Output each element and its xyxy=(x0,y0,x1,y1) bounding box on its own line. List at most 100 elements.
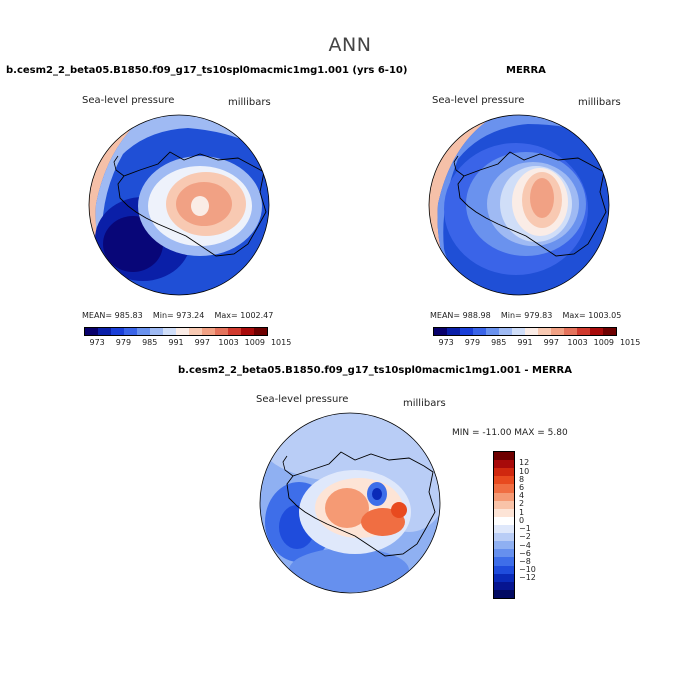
colorbar-swatch xyxy=(590,328,603,335)
panel-title-diff: b.cesm2_2_beta05.B1850.f09_g17_ts10spl0m… xyxy=(178,365,572,376)
panel-title-model: b.cesm2_2_beta05.B1850.f09_g17_ts10spl0m… xyxy=(6,65,408,76)
colorbar-tick-label: 6 xyxy=(519,483,525,492)
colorbar-swatch xyxy=(603,328,616,335)
colorbar-swatch xyxy=(538,328,551,335)
colorbar-swatch xyxy=(486,328,499,335)
colorbar-tick-label: −1 xyxy=(519,524,531,534)
colorbar-swatch xyxy=(434,328,447,335)
colorbar-tick-label: 1003 xyxy=(567,338,588,347)
colorbar-swatch xyxy=(494,589,514,598)
mean-value-obs: 988.98 xyxy=(462,311,491,320)
colorbar-swatch xyxy=(176,328,189,335)
min-label-model: Min= xyxy=(152,311,174,320)
colorbar-tick-label: −4 xyxy=(519,540,531,550)
colorbar-tick-label: 991 xyxy=(517,338,533,347)
colorbar-model xyxy=(84,327,268,336)
units-label-model: millibars xyxy=(228,97,271,108)
colorbar-swatch xyxy=(137,328,150,335)
colorbar-tick-label: −10 xyxy=(519,565,536,575)
colorbar-tick-label: 997 xyxy=(543,338,559,347)
colorbar-swatch xyxy=(577,328,590,335)
variable-label-obs: Sea-level pressure xyxy=(432,95,525,106)
colorbar-tick-label: 1009 xyxy=(244,338,266,347)
figure-title: ANN xyxy=(328,34,372,56)
colorbar-swatch xyxy=(525,328,538,335)
colorbar-swatch xyxy=(512,328,525,335)
colorbar-swatch xyxy=(499,328,512,335)
colorbar-tick-label: 991 xyxy=(168,338,184,347)
colorbar-tick-label: −12 xyxy=(519,573,536,583)
colorbar-swatch xyxy=(494,557,514,566)
colorbar-swatch xyxy=(494,565,514,574)
colorbar-swatch xyxy=(494,541,514,550)
stats-model: MEAN= 985.83 Min= 973.24 Max= 1002.47 xyxy=(82,311,273,320)
colorbar-tick-label: 985 xyxy=(142,338,158,347)
colorbar-swatch xyxy=(494,524,514,534)
polar-map-diff xyxy=(259,412,441,594)
panel-title-obs: MERRA xyxy=(506,65,546,76)
colorbar-swatch xyxy=(111,328,124,335)
variable-label-diff: Sea-level pressure xyxy=(256,394,349,405)
colorbar-swatch xyxy=(494,492,514,501)
colorbar-tick-label: 979 xyxy=(115,338,132,347)
max-label-model: Max= xyxy=(214,311,238,320)
stats-obs: MEAN= 988.98 Min= 979.83 Max= 1003.05 xyxy=(430,311,621,320)
stats-diff: MIN = -11.00 MAX = 5.80 xyxy=(452,428,568,438)
colorbar-swatch xyxy=(494,549,514,558)
colorbar-tick-label: 973 xyxy=(438,338,454,347)
min-value-model: 973.24 xyxy=(176,311,205,320)
colorbar-swatch xyxy=(494,573,514,582)
units-label-obs: millibars xyxy=(578,97,621,108)
colorbar-tick-label: 1 xyxy=(519,507,525,517)
min-label-obs: Min= xyxy=(500,311,522,320)
colorbar-swatch xyxy=(494,516,514,525)
colorbar-swatch xyxy=(551,328,564,335)
colorbar-swatch xyxy=(189,328,202,335)
colorbar-tick-label: 12 xyxy=(519,458,530,468)
colorbar-swatch xyxy=(460,328,473,335)
colorbar-swatch xyxy=(494,500,514,509)
colorbar-tick-label: 0 xyxy=(519,515,525,525)
max-value-obs: 1003.05 xyxy=(588,311,622,320)
colorbar-tick-label: 2 xyxy=(519,499,525,509)
colorbar-tick-label: 1003 xyxy=(218,338,239,347)
colorbar-swatch xyxy=(215,328,228,335)
colorbar-swatch xyxy=(494,476,514,485)
mean-label-model: MEAN= xyxy=(82,311,113,320)
mean-label-obs: MEAN= xyxy=(430,311,461,320)
colorbar-tick-label: 10 xyxy=(519,466,530,476)
colorbar-swatch xyxy=(494,460,514,469)
antarctica-coast xyxy=(117,151,267,257)
colorbar-swatch xyxy=(150,328,163,335)
colorbar-tick-label: 973 xyxy=(89,338,105,347)
colorbar-swatch xyxy=(228,328,241,335)
colorbar-tick-label: 985 xyxy=(491,338,507,347)
colorbar-swatch xyxy=(163,328,176,335)
colorbar-swatch xyxy=(494,508,514,517)
colorbar-swatch xyxy=(202,328,215,335)
colorbar-swatch xyxy=(564,328,577,335)
min-value-obs: 979.83 xyxy=(524,311,553,320)
colorbar-swatch xyxy=(124,328,137,335)
colorbar-tick-label: 1009 xyxy=(593,338,615,347)
max-label-obs: Max= xyxy=(562,311,586,320)
colorbar-tick-label: 4 xyxy=(519,491,525,501)
colorbar-swatch xyxy=(85,328,98,335)
variable-label-model: Sea-level pressure xyxy=(82,95,175,106)
colorbar-swatch xyxy=(98,328,111,335)
colorbar-tick-label: 997 xyxy=(194,338,210,347)
colorbar-swatch xyxy=(494,484,514,493)
colorbar-tick-label: 1015 xyxy=(619,338,641,347)
colorbar-tick-label: −6 xyxy=(519,548,531,558)
mean-value-model: 985.83 xyxy=(114,311,143,320)
colorbar-diff xyxy=(493,451,515,599)
colorbar-tick-label: −8 xyxy=(519,557,531,566)
colorbar-obs xyxy=(433,327,617,336)
colorbar-tick-label: 979 xyxy=(464,338,481,347)
colorbar-swatch xyxy=(447,328,460,335)
colorbar-swatch xyxy=(494,533,514,542)
outer-ring xyxy=(89,115,148,295)
colorbar-swatch xyxy=(254,328,267,335)
units-label-diff: millibars xyxy=(403,398,446,409)
colorbar-swatch xyxy=(494,452,514,461)
